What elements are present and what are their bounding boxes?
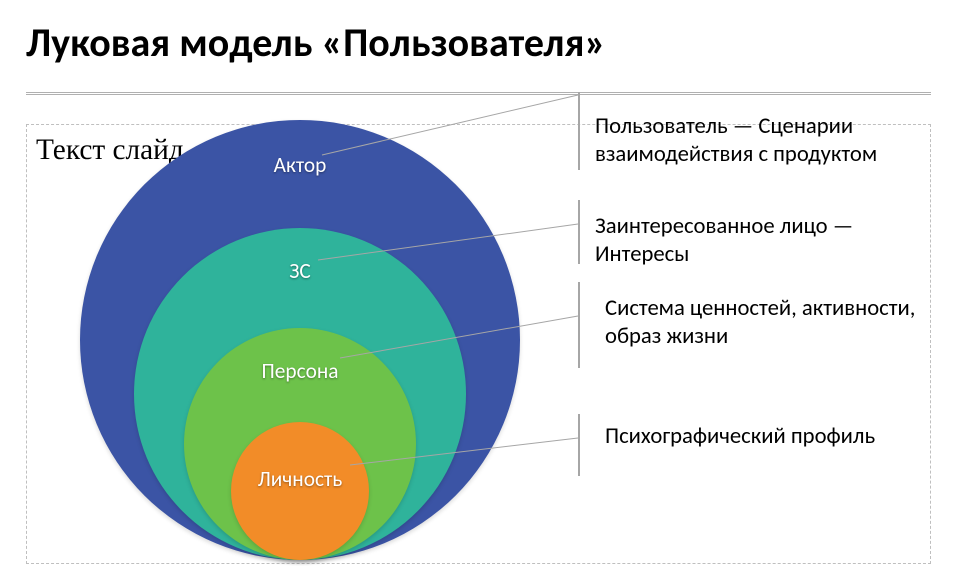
callout-text-1: Заинтересованное лицо — Интересы [595,212,925,269]
callout-bar-0 [578,92,580,170]
callout-bar-1 [578,200,580,264]
ring-label-2: Персона [184,358,416,384]
callout-text-2: Система ценностей, активности, образ жиз… [605,294,935,351]
ring-label-3: Личность [231,466,369,492]
callout-bar-3 [578,414,580,476]
callout-text-3: Психографический профиль [605,422,875,450]
ring-label-0: Актор [80,152,520,178]
callout-text-0: Пользователь — Сценарии взаимодействия с… [595,112,925,169]
callout-bar-2 [578,282,580,368]
ring-3: Личность [231,422,369,560]
divider-line [26,92,931,95]
ring-label-1: ЗС [134,258,466,284]
page-title: Луковая модель «Пользователя» [26,18,606,67]
